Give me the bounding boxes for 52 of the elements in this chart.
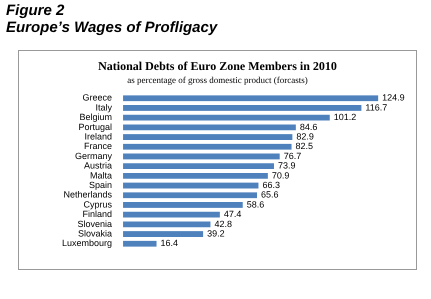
data-label: 66.3 <box>262 180 280 190</box>
bar <box>123 124 296 130</box>
bar <box>123 192 258 198</box>
bar <box>123 114 330 121</box>
y-tick-label: Italy <box>96 102 113 112</box>
y-tick-label: Cyprus <box>84 199 113 210</box>
data-label: 39.2 <box>207 228 225 239</box>
bar <box>123 163 274 170</box>
chart-title: National Debts of Euro Zone Members in 2010 <box>97 59 338 74</box>
bar <box>123 144 292 150</box>
y-tick-label: France <box>84 141 112 152</box>
data-label: 82.9 <box>296 132 314 142</box>
bar <box>123 202 243 208</box>
bar <box>123 231 204 237</box>
data-label: 124.9 <box>382 92 405 103</box>
data-label: 84.6 <box>300 122 318 132</box>
y-tick-label: Slovakia <box>78 228 112 239</box>
data-label: 47.4 <box>224 209 242 220</box>
data-label: 42.8 <box>214 218 232 229</box>
y-tick-label: Slovenia <box>78 218 112 229</box>
y-tick-label: Finland <box>82 209 112 220</box>
y-tick-label: Netherlands <box>64 190 113 200</box>
caption: Figure 2 <box>6 2 66 19</box>
bar <box>123 212 220 218</box>
bar <box>123 221 210 228</box>
data-label: 101.2 <box>334 112 356 122</box>
bar <box>123 105 362 111</box>
y-tick-label: Malta <box>90 170 112 180</box>
data-label: 76.7 <box>284 150 302 161</box>
y-tick-label: Spain <box>89 180 112 190</box>
data-label: 65.6 <box>261 190 279 200</box>
y-tick-label: Germany <box>75 150 113 161</box>
data-label: 16.4 <box>160 238 178 248</box>
data-label: 70.9 <box>272 170 290 180</box>
bar <box>123 240 157 247</box>
y-tick-label: Portugal <box>78 122 112 132</box>
y-tick-label: Belgium <box>80 112 112 122</box>
y-tick-label: Ireland <box>84 132 112 142</box>
bar <box>123 182 258 188</box>
bar <box>123 154 280 160</box>
data-label: 73.9 <box>278 160 296 171</box>
chart-subtitle: as percentage of gross domestic product (forcasts) <box>126 75 309 85</box>
text: Europe’s Wages of Profligacy <box>6 19 218 36</box>
bar <box>123 134 292 140</box>
y-tick-label: Austria <box>84 160 112 171</box>
data-label: 116.7 <box>365 102 388 112</box>
bar <box>123 95 378 102</box>
data-label: 58.6 <box>246 199 264 210</box>
y-tick-label: Greece <box>82 92 112 103</box>
data-label: 82.5 <box>296 141 314 152</box>
y-tick-label: Luxembourg <box>62 238 112 248</box>
bar <box>123 172 268 179</box>
